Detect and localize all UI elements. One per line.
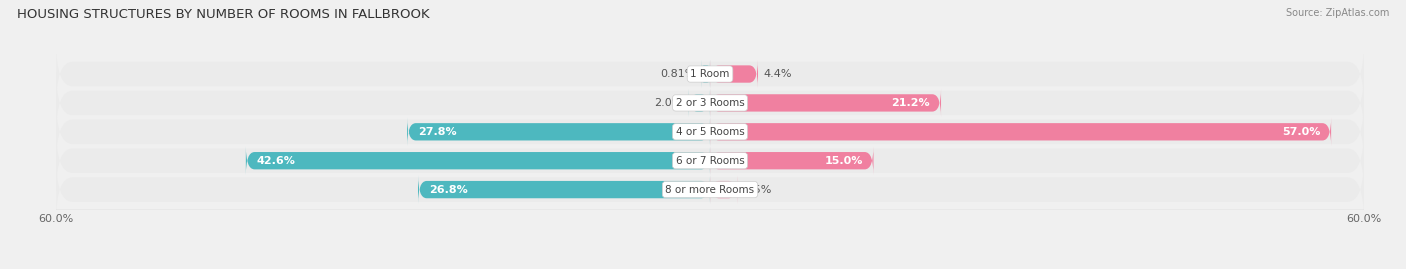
FancyBboxPatch shape [418,175,710,204]
FancyBboxPatch shape [246,146,710,175]
Text: 8 or more Rooms: 8 or more Rooms [665,185,755,194]
FancyBboxPatch shape [710,59,758,89]
Text: 27.8%: 27.8% [418,127,457,137]
Text: 57.0%: 57.0% [1282,127,1320,137]
Text: 4 or 5 Rooms: 4 or 5 Rooms [676,127,744,137]
FancyBboxPatch shape [56,72,1364,134]
Text: 4.4%: 4.4% [763,69,792,79]
FancyBboxPatch shape [710,146,873,175]
Text: Source: ZipAtlas.com: Source: ZipAtlas.com [1285,8,1389,18]
FancyBboxPatch shape [710,117,1331,146]
Text: 1 Room: 1 Room [690,69,730,79]
FancyBboxPatch shape [710,89,941,117]
FancyBboxPatch shape [702,59,710,89]
FancyBboxPatch shape [56,101,1364,163]
Text: 0.81%: 0.81% [661,69,696,79]
Text: 2.5%: 2.5% [742,185,770,194]
FancyBboxPatch shape [408,117,710,146]
Text: 26.8%: 26.8% [429,185,468,194]
FancyBboxPatch shape [56,43,1364,105]
FancyBboxPatch shape [689,89,710,117]
Text: 42.6%: 42.6% [257,156,295,166]
Text: 2 or 3 Rooms: 2 or 3 Rooms [676,98,744,108]
Text: 15.0%: 15.0% [824,156,862,166]
FancyBboxPatch shape [710,175,737,204]
Text: HOUSING STRUCTURES BY NUMBER OF ROOMS IN FALLBROOK: HOUSING STRUCTURES BY NUMBER OF ROOMS IN… [17,8,429,21]
Text: 2.0%: 2.0% [654,98,683,108]
FancyBboxPatch shape [56,130,1364,192]
FancyBboxPatch shape [56,158,1364,221]
Text: 6 or 7 Rooms: 6 or 7 Rooms [676,156,744,166]
Text: 21.2%: 21.2% [891,98,931,108]
